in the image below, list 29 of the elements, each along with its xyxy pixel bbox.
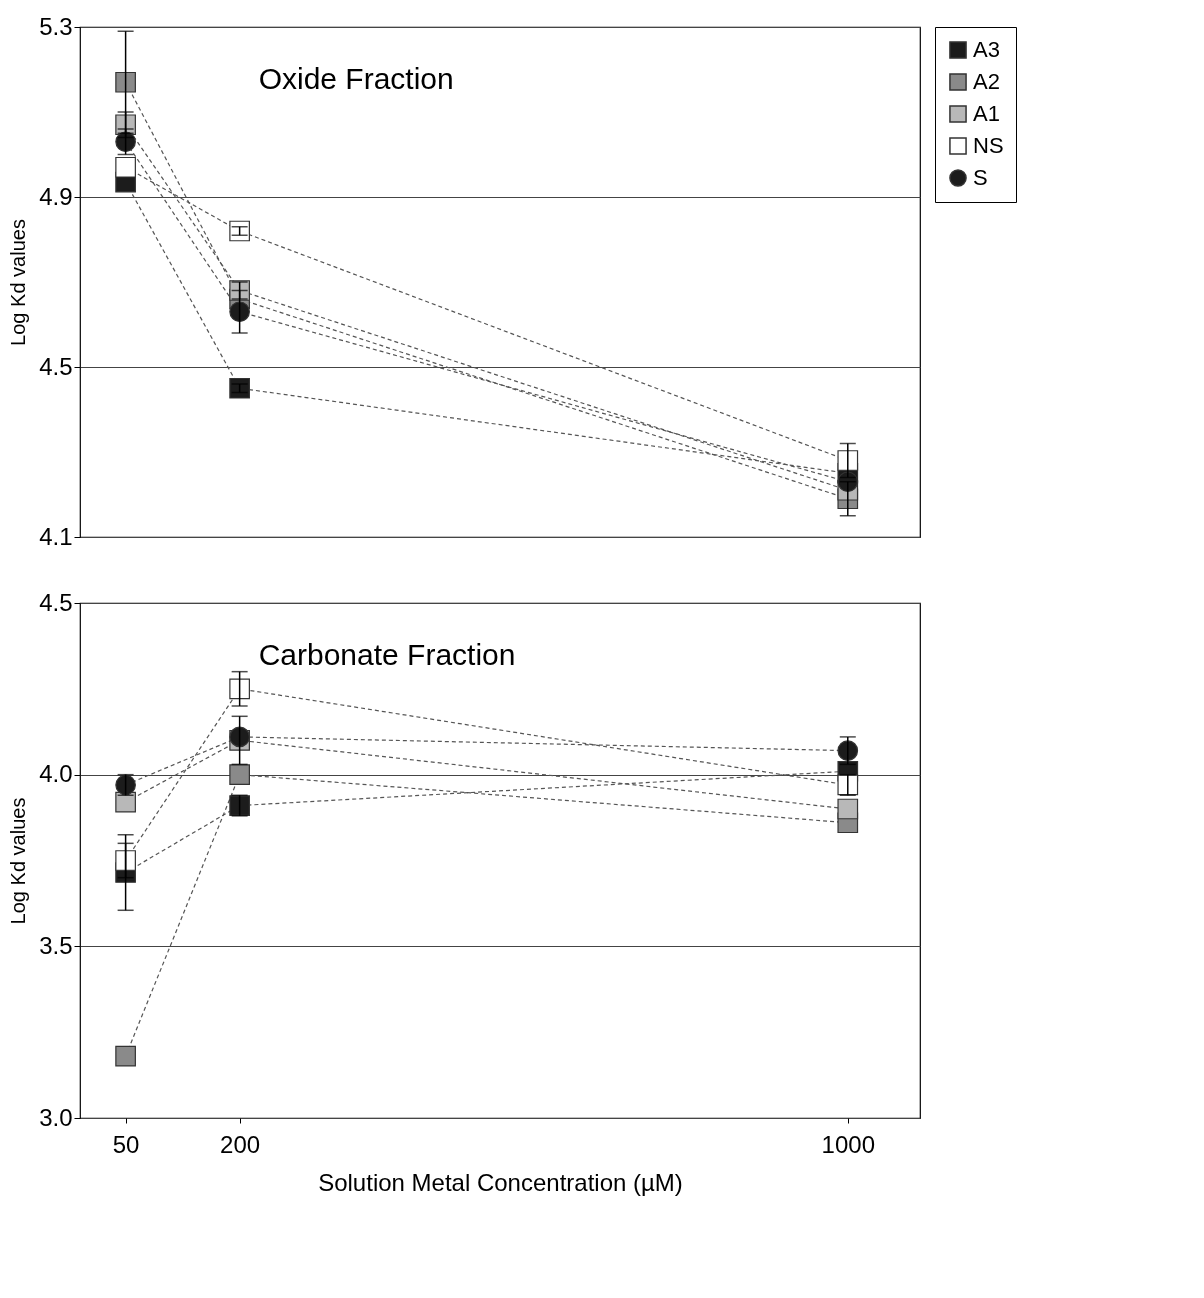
- x-tick-label: 200: [220, 1130, 261, 1158]
- legend-label: A2: [973, 69, 1000, 94]
- y-tick-label: 4.9: [39, 182, 73, 210]
- point: [115, 850, 136, 871]
- legend-label: A1: [973, 101, 1000, 126]
- legend-label: A3: [973, 37, 1000, 62]
- y-axis-title: Log Kd values: [7, 797, 30, 925]
- y-tick-label: 4.5: [39, 352, 73, 380]
- y-tick-label: 4.5: [39, 588, 73, 616]
- y-tick-label: 3.5: [39, 931, 73, 959]
- x-axis-title: Solution Metal Concentration (µM): [318, 1168, 683, 1196]
- y-tick-label: 4.1: [39, 522, 73, 550]
- legend-label: S: [973, 165, 988, 190]
- point: [229, 764, 250, 786]
- y-tick-label: 5.3: [39, 12, 73, 40]
- x-tick-label: 50: [112, 1130, 140, 1158]
- point: [115, 156, 136, 178]
- y-tick-label: 4.0: [39, 760, 73, 788]
- point: [115, 71, 136, 93]
- x-tick-label: 1000: [821, 1130, 875, 1158]
- y-tick-label: 3.0: [39, 1103, 73, 1131]
- legend-label: NS: [973, 133, 1004, 158]
- point: [837, 798, 859, 820]
- point: [229, 678, 250, 700]
- y-axis-title: Log Kd values: [7, 219, 30, 346]
- text: Oxide Fraction: [258, 62, 454, 95]
- point: [229, 301, 250, 323]
- point: [115, 1045, 136, 1067]
- text: Carbonate Fraction: [258, 638, 516, 671]
